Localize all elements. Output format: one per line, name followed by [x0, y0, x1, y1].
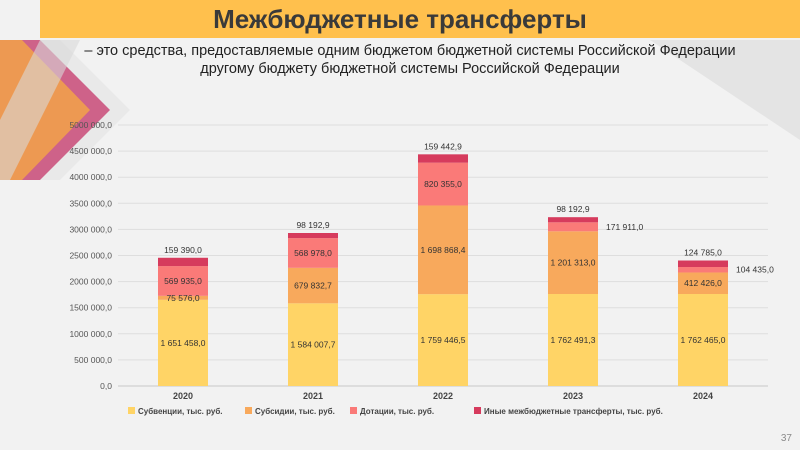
y-tick-label: 0,0: [100, 381, 112, 391]
y-tick-label: 1000 000,0: [69, 329, 112, 339]
slide-title: Межбюджетные трансферты: [213, 3, 587, 34]
data-label: 98 192,9: [556, 204, 589, 214]
data-label: 679 832,7: [294, 281, 332, 291]
legend-label: Иные межбюджетные трансферты, тыс. руб.: [484, 407, 663, 416]
bar-segment: [288, 303, 338, 386]
x-tick-label: 2023: [563, 391, 583, 401]
data-label: 412 426,0: [684, 278, 722, 288]
bar-segment: [548, 231, 598, 294]
legend-swatch: [350, 407, 357, 414]
legend-label: Дотации, тыс. руб.: [360, 407, 434, 416]
bar-segment: [548, 222, 598, 232]
page-number: 37: [780, 433, 792, 444]
data-label: 1 201 313,0: [551, 258, 596, 268]
bar-segment: [418, 205, 468, 295]
bar-segment: [548, 217, 598, 223]
y-tick-label: 2000 000,0: [69, 277, 112, 287]
subtitle-line-1: – это средства, предоставляемые одним бю…: [84, 43, 736, 59]
bar-segment: [288, 233, 338, 239]
legend-label: Субсидии, тыс. руб.: [255, 407, 335, 416]
y-tick-label: 4000 000,0: [69, 172, 112, 182]
y-tick-label: 5000 000,0: [69, 120, 112, 130]
legend-swatch: [474, 407, 481, 414]
bar-segment: [158, 266, 208, 296]
bar-segment: [678, 272, 728, 294]
bar-segment: [288, 267, 338, 304]
title-bar: Межбюджетные трансферты: [40, 0, 800, 38]
bar-segment: [418, 154, 468, 163]
data-label: 159 442,9: [424, 141, 462, 151]
slide-subtitle: – это средства, предоставляемые одним бю…: [70, 42, 750, 78]
data-label: 1 584 007,7: [291, 340, 336, 350]
bar-segment: [158, 295, 208, 300]
data-label: 1 698 868,4: [421, 245, 466, 255]
data-label: 569 935,0: [164, 276, 202, 286]
data-label: 124 785,0: [684, 248, 722, 258]
y-tick-label: 3500 000,0: [69, 198, 112, 208]
x-tick-label: 2022: [433, 391, 453, 401]
y-tick-label: 4500 000,0: [69, 146, 112, 156]
bar-segment: [288, 238, 338, 268]
bar-segment: [158, 299, 208, 386]
bar-segment: [678, 267, 728, 273]
legend-swatch: [128, 407, 135, 414]
legend-swatch: [245, 407, 252, 414]
data-label: 171 911,0: [606, 222, 643, 232]
legend-label: Субвенции, тыс. руб.: [138, 407, 223, 416]
bar-segment: [548, 293, 598, 386]
x-tick-label: 2021: [303, 391, 323, 401]
data-label: 1 651 458,0: [161, 338, 206, 348]
subtitle-line-2: другому бюджету бюджетной системы Россий…: [200, 61, 620, 77]
data-label: 568 978,0: [294, 248, 332, 258]
data-label: 98 192,9: [296, 220, 329, 230]
y-tick-label: 3000 000,0: [69, 224, 112, 234]
x-tick-label: 2020: [173, 391, 193, 401]
data-label: 1 762 465,0: [681, 335, 726, 345]
bar-segment: [158, 257, 208, 267]
bar-segment: [418, 162, 468, 206]
y-tick-label: 500 000,0: [74, 355, 112, 365]
bar-segment: [678, 293, 728, 386]
data-label: 1 762 491,3: [551, 335, 596, 345]
x-tick-label: 2024: [693, 391, 713, 401]
data-label: 75 576,0: [166, 293, 199, 303]
data-label: 159 390,0: [164, 245, 202, 255]
bar-segment: [678, 260, 728, 268]
data-label: 1 759 446,5: [421, 335, 466, 345]
data-label: 104 435,0: [736, 265, 774, 275]
bar-segment: [418, 294, 468, 386]
data-label: 820 355,0: [424, 179, 462, 189]
y-tick-label: 2500 000,0: [69, 251, 112, 261]
y-tick-label: 1500 000,0: [69, 303, 112, 313]
